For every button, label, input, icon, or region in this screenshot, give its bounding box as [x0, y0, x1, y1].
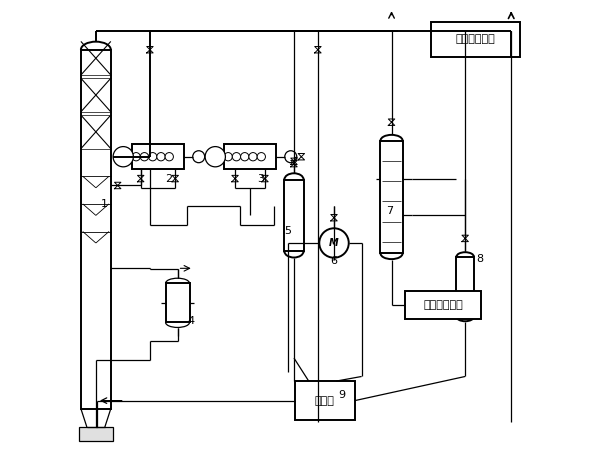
Text: 7: 7 [386, 206, 393, 216]
Circle shape [140, 153, 149, 161]
Circle shape [113, 147, 134, 167]
Circle shape [165, 153, 173, 161]
Circle shape [149, 153, 157, 161]
Text: 2: 2 [165, 174, 172, 183]
Circle shape [157, 153, 165, 161]
Bar [285, 180, 304, 251]
Text: 1: 1 [101, 199, 107, 209]
Circle shape [249, 153, 257, 161]
Circle shape [319, 228, 349, 258]
Text: 8: 8 [477, 254, 484, 264]
Bar [78, 427, 113, 441]
Text: 6: 6 [331, 257, 337, 266]
Circle shape [257, 153, 265, 161]
Text: 废液生化处理: 废液生化处理 [423, 300, 463, 310]
Bar [456, 257, 474, 317]
Bar [431, 22, 521, 56]
Bar [380, 141, 403, 253]
Circle shape [205, 147, 225, 167]
Text: 水洗釜: 水洗釜 [315, 395, 335, 406]
Bar [406, 291, 481, 319]
Circle shape [241, 153, 249, 161]
Circle shape [132, 153, 140, 161]
Text: 4: 4 [187, 316, 195, 326]
Circle shape [285, 151, 297, 163]
Bar [223, 144, 277, 169]
Text: 3: 3 [257, 174, 264, 183]
Circle shape [224, 153, 232, 161]
Text: M: M [329, 238, 339, 248]
Bar [81, 50, 111, 409]
Text: 9: 9 [338, 390, 346, 400]
Bar [295, 381, 355, 420]
Circle shape [232, 153, 241, 161]
Bar [165, 283, 189, 322]
Circle shape [193, 151, 205, 163]
Text: 废气净化处理: 废气净化处理 [456, 34, 495, 44]
Bar [132, 144, 184, 169]
Text: 5: 5 [285, 226, 292, 237]
